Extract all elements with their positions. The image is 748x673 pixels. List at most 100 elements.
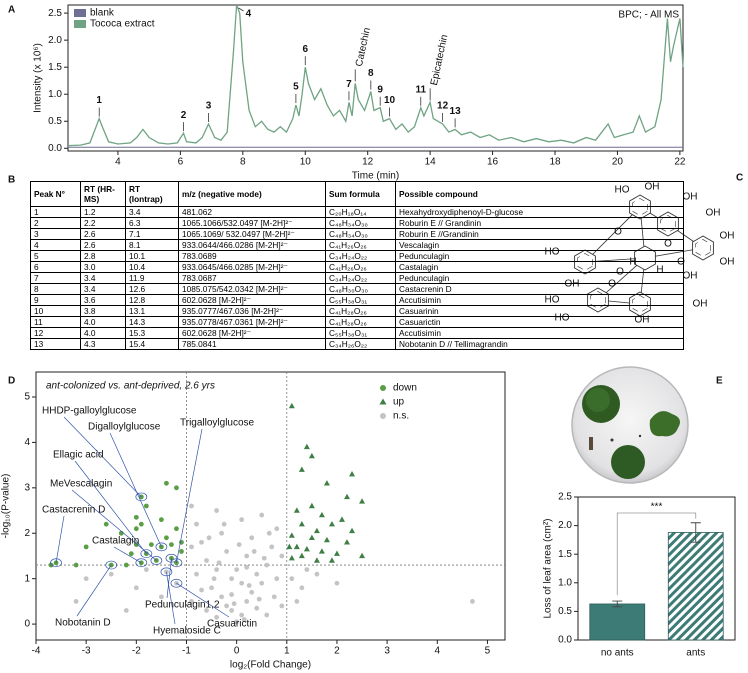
y-tick-label: 5 bbox=[24, 392, 30, 403]
x-tick-label: 22 bbox=[674, 157, 686, 168]
table-cell: Pedunculagin bbox=[395, 272, 684, 284]
leaf-photo bbox=[571, 366, 689, 484]
point bbox=[256, 596, 262, 602]
point bbox=[164, 535, 169, 541]
point bbox=[123, 608, 129, 613]
y-tick-label: 3 bbox=[24, 482, 30, 493]
point bbox=[298, 552, 305, 559]
point bbox=[189, 544, 194, 550]
x-tick-label: 14 bbox=[425, 157, 437, 168]
table-cell: 3.8 bbox=[80, 305, 126, 317]
annotation-label: Castacrenin D bbox=[42, 505, 105, 516]
peak-number: 9 bbox=[377, 84, 383, 95]
table-cell: 11 bbox=[30, 316, 81, 328]
point bbox=[274, 576, 280, 582]
annotation-leader bbox=[176, 428, 203, 563]
x-tick-label: 10 bbox=[300, 157, 312, 168]
table-cell: 3.0 bbox=[80, 261, 126, 273]
header-cell: RT (Iontrap) bbox=[125, 181, 179, 207]
x-tick-label: ants bbox=[686, 648, 705, 659]
error-bar bbox=[612, 600, 623, 608]
table-cell: Vescalagin bbox=[395, 239, 684, 251]
panel-letter: D bbox=[8, 376, 15, 387]
point bbox=[308, 452, 315, 459]
point bbox=[169, 542, 174, 548]
point bbox=[254, 605, 260, 611]
y-axis-label: Intensity (x 10⁶) bbox=[33, 43, 44, 113]
table-row: 7 3.4 11.9 783.0687 C₃₄H₂₄O₂₂ Pedunculagin bbox=[30, 272, 684, 284]
point bbox=[239, 517, 245, 523]
x-tick-label: 20 bbox=[612, 157, 624, 168]
point bbox=[359, 552, 366, 559]
table-cell: 15.4 bbox=[125, 338, 179, 350]
table-row: 10 3.8 13.1 935.0777/467.036 [M-2H]²⁻ C₄₁H₂₈… bbox=[30, 305, 684, 317]
atom-label: OH bbox=[683, 271, 698, 282]
point bbox=[123, 562, 129, 568]
point bbox=[48, 562, 54, 568]
annotation-leader bbox=[166, 558, 172, 599]
table-row: 3 2.6 7.1 1065.1069/ 532.0497 [M-2H]²⁻ C₄₈H₃… bbox=[30, 228, 684, 240]
x-axis-label: log₂(Fold Change) bbox=[230, 660, 311, 671]
peak-number: 6 bbox=[302, 44, 308, 55]
atom-label: OH bbox=[693, 299, 708, 310]
point bbox=[288, 555, 295, 561]
table-cell: Hexahydroxydiphenoyl-D-glucose bbox=[395, 206, 684, 218]
annotation-label: MeVescalagin bbox=[50, 479, 112, 490]
table-cell: Accutisimin bbox=[395, 327, 684, 339]
x-tick-label: -3 bbox=[82, 646, 91, 657]
point bbox=[138, 560, 144, 566]
point bbox=[359, 498, 366, 504]
point bbox=[211, 576, 217, 582]
point bbox=[231, 601, 237, 607]
annotation-label: Pedunculagin1,2 bbox=[145, 600, 220, 611]
atom-label: OH bbox=[720, 257, 735, 268]
point bbox=[289, 576, 295, 582]
point bbox=[206, 535, 212, 541]
point bbox=[148, 542, 154, 548]
table-cell: C₄₁H₂₆O₂₆ bbox=[325, 261, 396, 273]
peak-number: 5 bbox=[293, 82, 299, 93]
table-cell: C₄₁H₂₆O₂₆ bbox=[325, 239, 396, 251]
point bbox=[83, 544, 89, 550]
table-cell: 12.6 bbox=[125, 283, 179, 295]
table-cell: 10.4 bbox=[125, 261, 179, 273]
table-cell: Castacrenin D bbox=[395, 283, 684, 295]
annotation-leader bbox=[55, 515, 65, 563]
table-cell: 13 bbox=[30, 338, 81, 350]
x-tick-label: 0 bbox=[234, 646, 240, 657]
table-cell: C₄₈H₃₀O₃₀ bbox=[325, 283, 396, 295]
annotation-label: Ellagic acid bbox=[53, 450, 104, 461]
table-row: 4 2.6 8.1 933.0644/466.0286 [M-2H]²⁻ C₄₁H₂₆O… bbox=[30, 239, 684, 251]
annotation-ring bbox=[50, 558, 62, 568]
table-cell: C₃₄H₂₄O₂₂ bbox=[325, 272, 396, 284]
table-cell: 10.1 bbox=[125, 250, 179, 262]
compound-table: Peak N° RT (HR-MS) RT (Iontrap) m/z (negati… bbox=[30, 181, 684, 350]
table-cell: 3.4 bbox=[80, 283, 126, 295]
table-cell: Roburin E // Grandinin bbox=[395, 217, 684, 229]
table-cell: Roburin E //Grandinin bbox=[395, 228, 684, 240]
point bbox=[279, 553, 285, 559]
table-cell: 1085.075/542.0342 [M-2H]²⁻ bbox=[178, 283, 326, 295]
x-tick-label: -1 bbox=[182, 646, 191, 657]
significance-bracket bbox=[616, 512, 697, 596]
table-cell: 1 bbox=[30, 206, 81, 218]
table-row: 5 2.8 10.1 783.0689 C₃₄H₂₄O₂₂ Pedunculagin bbox=[30, 250, 684, 262]
table-cell: C₃₄H₂₄O₂₂ bbox=[325, 250, 396, 262]
table-cell: 2.2 bbox=[80, 217, 126, 229]
point bbox=[323, 536, 330, 543]
annotation-label: Castalagin bbox=[92, 536, 139, 547]
peak-name: Catechin bbox=[354, 27, 373, 68]
header-cell: m/z (negative mode) bbox=[178, 181, 326, 207]
table-cell: C₃₄H₂₆O₂₂ bbox=[325, 338, 396, 350]
point bbox=[229, 576, 235, 582]
table-cell: 4.0 bbox=[80, 316, 126, 328]
annotation-leader bbox=[109, 432, 162, 548]
point bbox=[333, 550, 340, 556]
table-row: 8 3.4 12.6 1085.075/542.0342 [M-2H]²⁻ C₄₈H₃₀… bbox=[30, 283, 684, 295]
x-tick-label: 5 bbox=[485, 646, 491, 657]
point bbox=[286, 543, 293, 550]
table-cell: Nobotanin D // Tellimagrandin bbox=[395, 338, 684, 350]
annotation-leader bbox=[63, 416, 142, 498]
point bbox=[334, 580, 340, 586]
chart-label: BPC; - All MS bbox=[618, 10, 679, 21]
